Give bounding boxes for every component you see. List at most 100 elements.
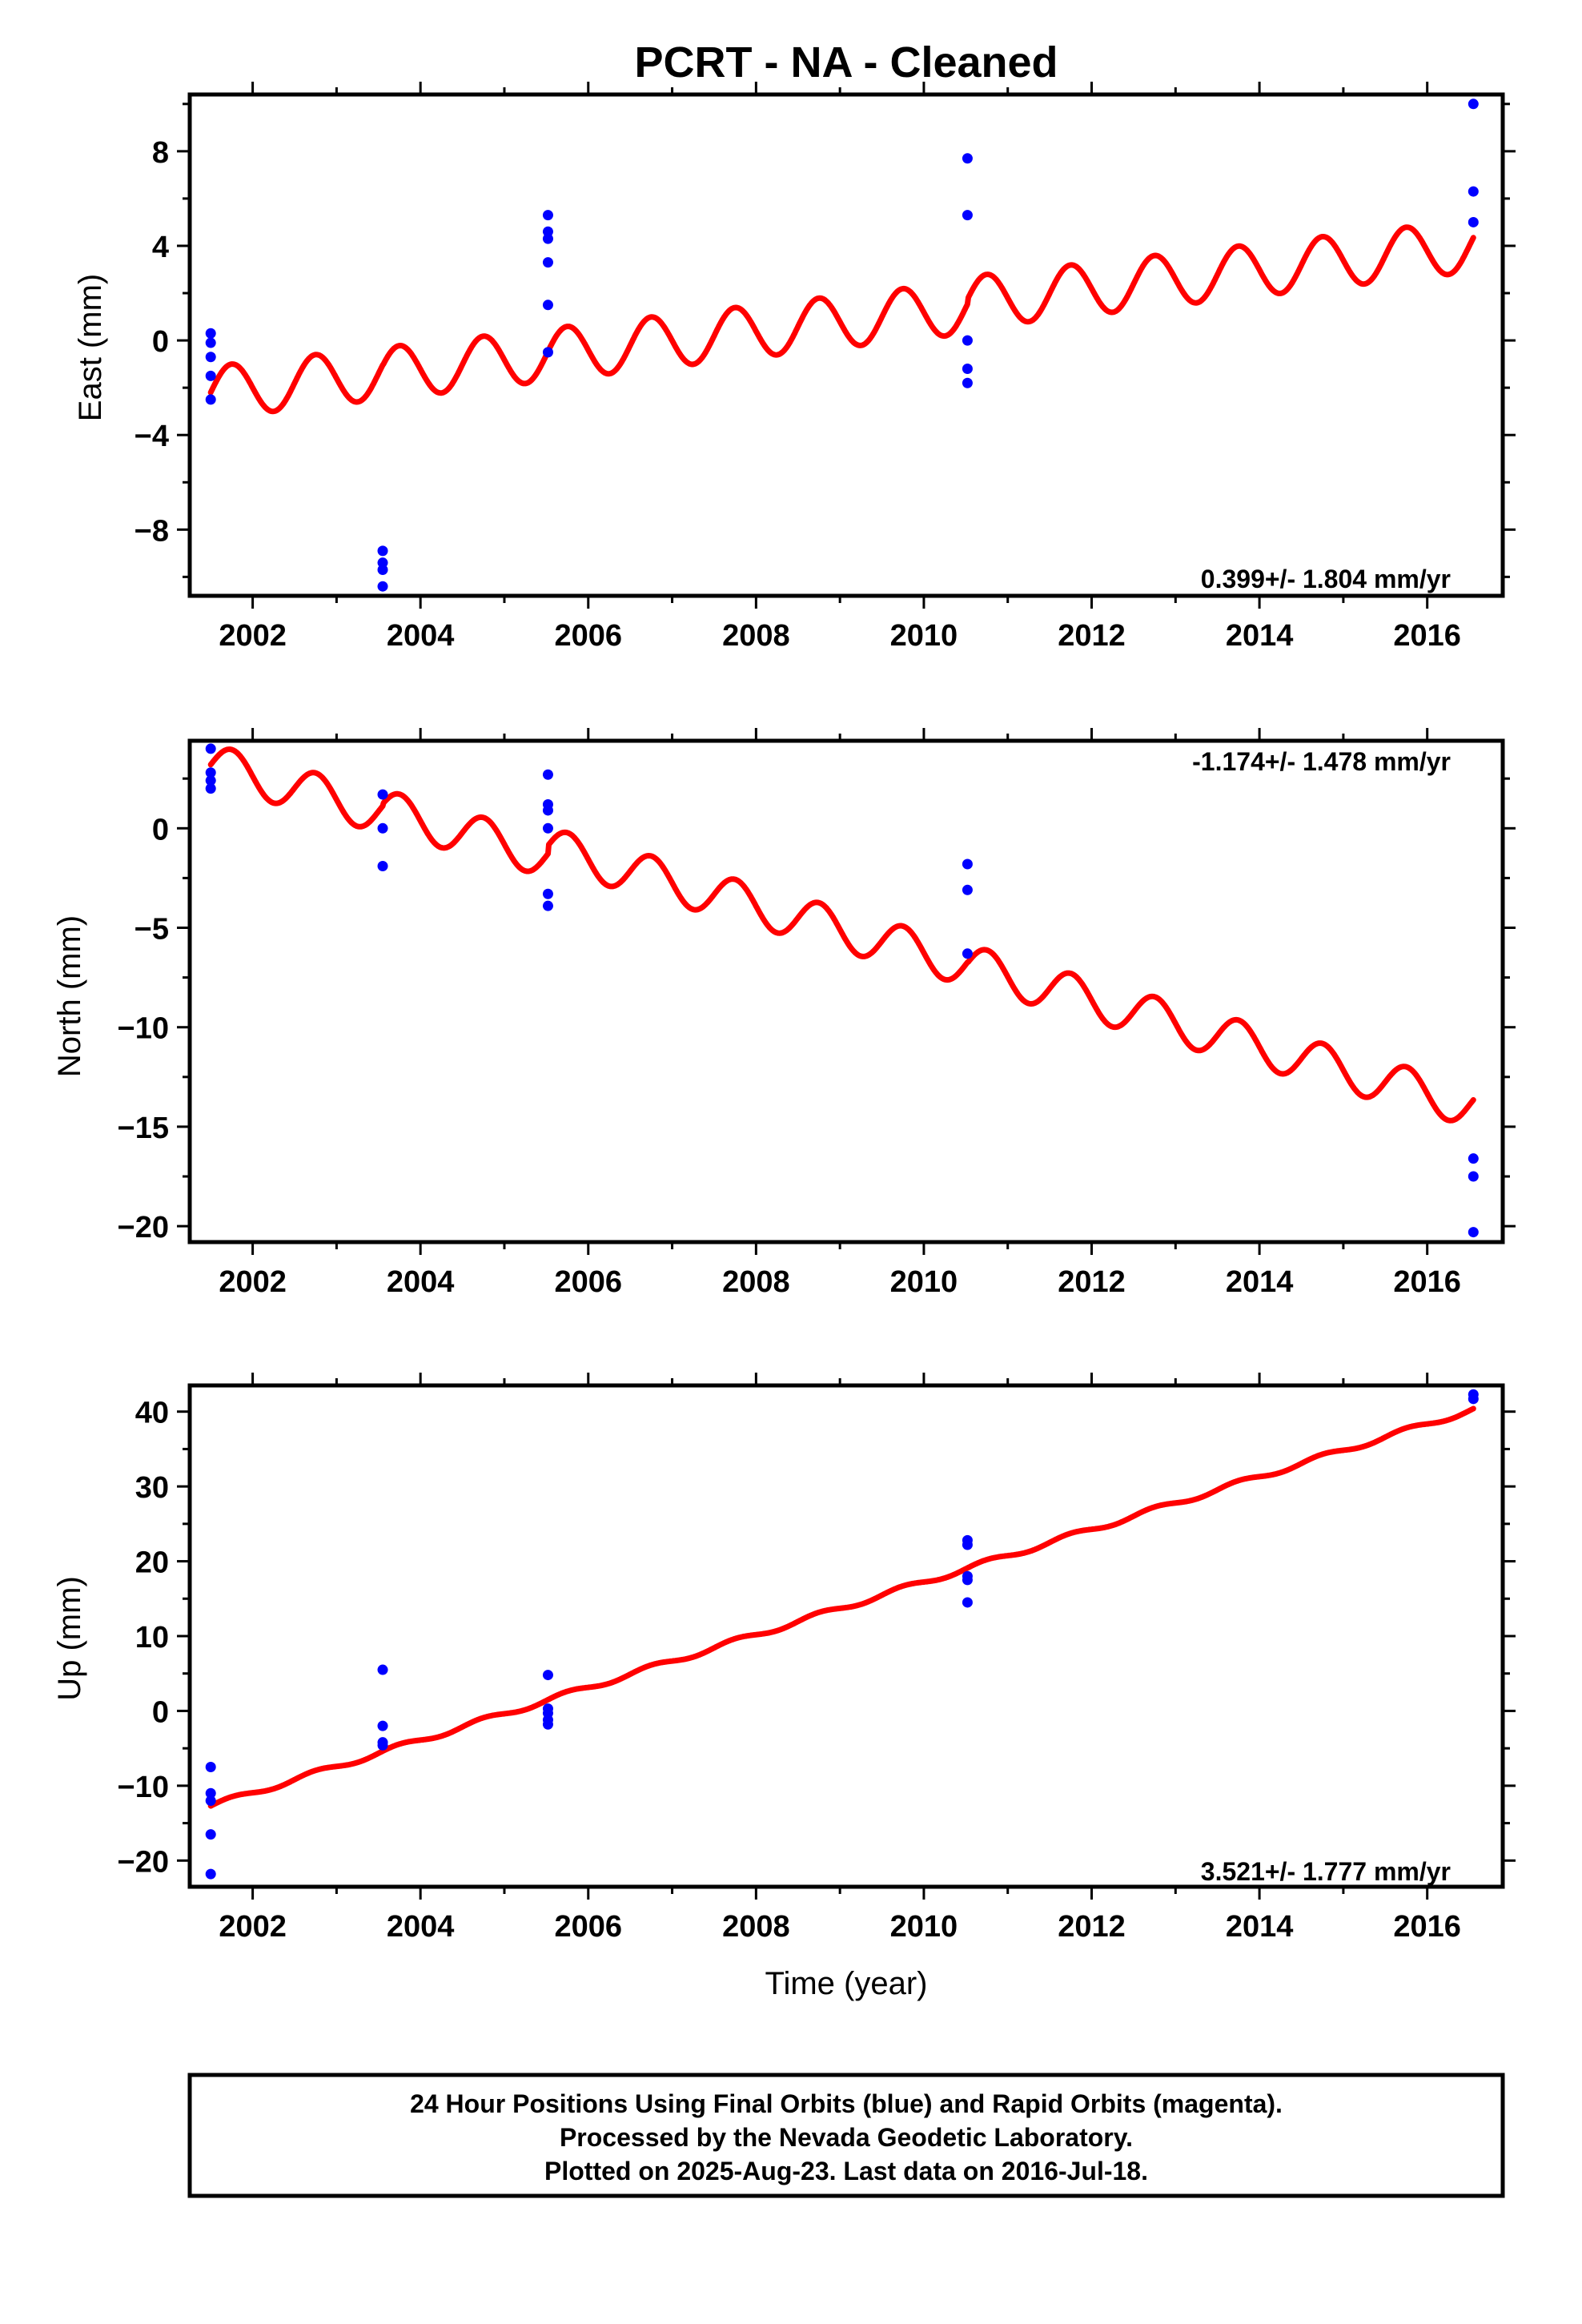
east-data-point	[377, 565, 388, 576]
up-data-point	[542, 1719, 553, 1730]
east-x-tick-label: 2008	[722, 619, 790, 653]
north-data-point	[1468, 1153, 1479, 1164]
up-rate-label: 3.521+/- 1.777 mm/yr	[1201, 1857, 1451, 1886]
north-x-tick-label: 2006	[554, 1265, 622, 1299]
up-y-tick-label: 40	[135, 1397, 169, 1430]
north-rate-label: -1.174+/- 1.478 mm/yr	[1192, 747, 1451, 776]
east-data-point	[542, 257, 553, 268]
up-data-point	[377, 1664, 388, 1675]
north-data-point	[377, 822, 388, 834]
east-y-axis-label: East (mm)	[73, 274, 108, 421]
east-data-point	[205, 352, 216, 363]
east-data-point	[962, 153, 973, 164]
east-data-point	[542, 347, 553, 358]
east-data-point	[542, 210, 553, 221]
up-data-point	[377, 1720, 388, 1731]
east-x-tick-label: 2010	[890, 619, 958, 653]
up-x-tick-label: 2014	[1226, 1910, 1294, 1944]
up-x-tick-label: 2012	[1058, 1910, 1126, 1944]
north-data-point	[542, 805, 553, 816]
north-data-point	[962, 858, 973, 870]
north-data-point	[377, 789, 388, 800]
up-y-tick-label: 10	[135, 1621, 169, 1655]
footer-line-3: Plotted on 2025-Aug-23. Last data on 201…	[544, 2157, 1148, 2185]
up-x-tick-label: 2002	[219, 1910, 287, 1944]
east-data-point	[1468, 186, 1479, 197]
north-data-point	[205, 775, 216, 786]
east-x-tick-label: 2004	[387, 619, 455, 653]
up-panel: Up (mm) 3.521+/- 1.777 mm/yr 2002 2004 200…	[52, 1373, 1516, 1944]
up-y-axis-label: Up (mm)	[52, 1576, 87, 1701]
east-data-point	[205, 394, 216, 405]
footer-line-1: 24 Hour Positions Using Final Orbits (bl…	[410, 2089, 1283, 2118]
east-x-tick-label: 2002	[219, 619, 287, 653]
east-data-point	[1468, 99, 1479, 110]
up-data-point	[542, 1670, 553, 1681]
up-data-point	[205, 1762, 216, 1773]
north-x-tick-label: 2002	[219, 1265, 287, 1299]
north-data-point	[542, 888, 553, 899]
north-data-point	[542, 822, 553, 834]
east-data-point	[205, 337, 216, 348]
east-data-point	[962, 364, 973, 375]
east-panel: East (mm) 0.399+/- 1.804 mm/yr 2002 2004 2…	[73, 82, 1516, 653]
up-x-tick-label: 2004	[387, 1910, 455, 1944]
east-y-tick-label: 0	[152, 325, 169, 359]
footer-line-2: Processed by the Nevada Geodetic Laborat…	[560, 2123, 1133, 2152]
east-y-tick-label: −4	[135, 420, 169, 453]
up-data-point	[205, 1868, 216, 1880]
east-rate-label: 0.399+/- 1.804 mm/yr	[1201, 565, 1451, 593]
east-data-point	[962, 335, 973, 346]
north-x-tick-label: 2012	[1058, 1265, 1126, 1299]
up-data-point	[377, 1739, 388, 1751]
north-data-point	[962, 884, 973, 895]
up-x-tick-label: 2008	[722, 1910, 790, 1944]
up-y-tick-label: 20	[135, 1546, 169, 1580]
up-x-tick-label: 2010	[890, 1910, 958, 1944]
east-plot-frame	[187, 92, 1505, 598]
north-data-point	[205, 767, 216, 778]
north-x-tick-label: 2016	[1393, 1265, 1461, 1299]
east-data-point	[962, 210, 973, 221]
east-data-point	[542, 233, 553, 244]
east-y-tick-label: 4	[152, 231, 169, 264]
up-model-line	[207, 1405, 1476, 1809]
east-y-tick-label: 8	[152, 136, 169, 170]
up-x-tick-label: 2006	[554, 1910, 622, 1944]
north-y-tick-label: −15	[118, 1112, 169, 1145]
figure-title: PCRT - NA - Cleaned	[634, 38, 1058, 86]
up-data-point	[1468, 1393, 1479, 1405]
footer-box	[187, 2073, 1505, 2198]
east-x-tick-label: 2014	[1226, 619, 1294, 653]
north-x-tick-label: 2014	[1226, 1265, 1294, 1299]
east-data-point	[205, 328, 216, 339]
north-y-tick-label: −20	[118, 1211, 169, 1244]
north-y-tick-label: 0	[152, 813, 169, 846]
x-axis-label: Time (year)	[765, 1966, 928, 2001]
up-data-point	[962, 1539, 973, 1550]
north-data-point	[962, 948, 973, 959]
east-data-point	[1468, 216, 1479, 227]
north-y-tick-label: −5	[135, 913, 169, 947]
east-data-point	[377, 581, 388, 592]
north-data-point	[1468, 1171, 1479, 1182]
east-model-line	[207, 224, 1476, 415]
north-plot-frame	[187, 738, 1505, 1244]
up-data-point	[962, 1597, 973, 1608]
north-data-point	[205, 783, 216, 794]
north-x-tick-label: 2010	[890, 1265, 958, 1299]
up-y-tick-label: −20	[118, 1845, 169, 1879]
up-y-tick-label: 30	[135, 1471, 169, 1505]
north-data-point	[542, 900, 553, 911]
north-x-tick-label: 2008	[722, 1265, 790, 1299]
north-x-tick-label: 2004	[387, 1265, 455, 1299]
up-y-tick-label: −10	[118, 1771, 169, 1804]
east-x-tick-label: 2016	[1393, 619, 1461, 653]
up-data-point	[205, 1787, 216, 1799]
north-data-point	[542, 769, 553, 780]
east-data-point	[962, 377, 973, 388]
north-data-point	[377, 861, 388, 871]
up-data-point	[962, 1574, 973, 1586]
up-y-tick-label: 0	[152, 1695, 169, 1729]
